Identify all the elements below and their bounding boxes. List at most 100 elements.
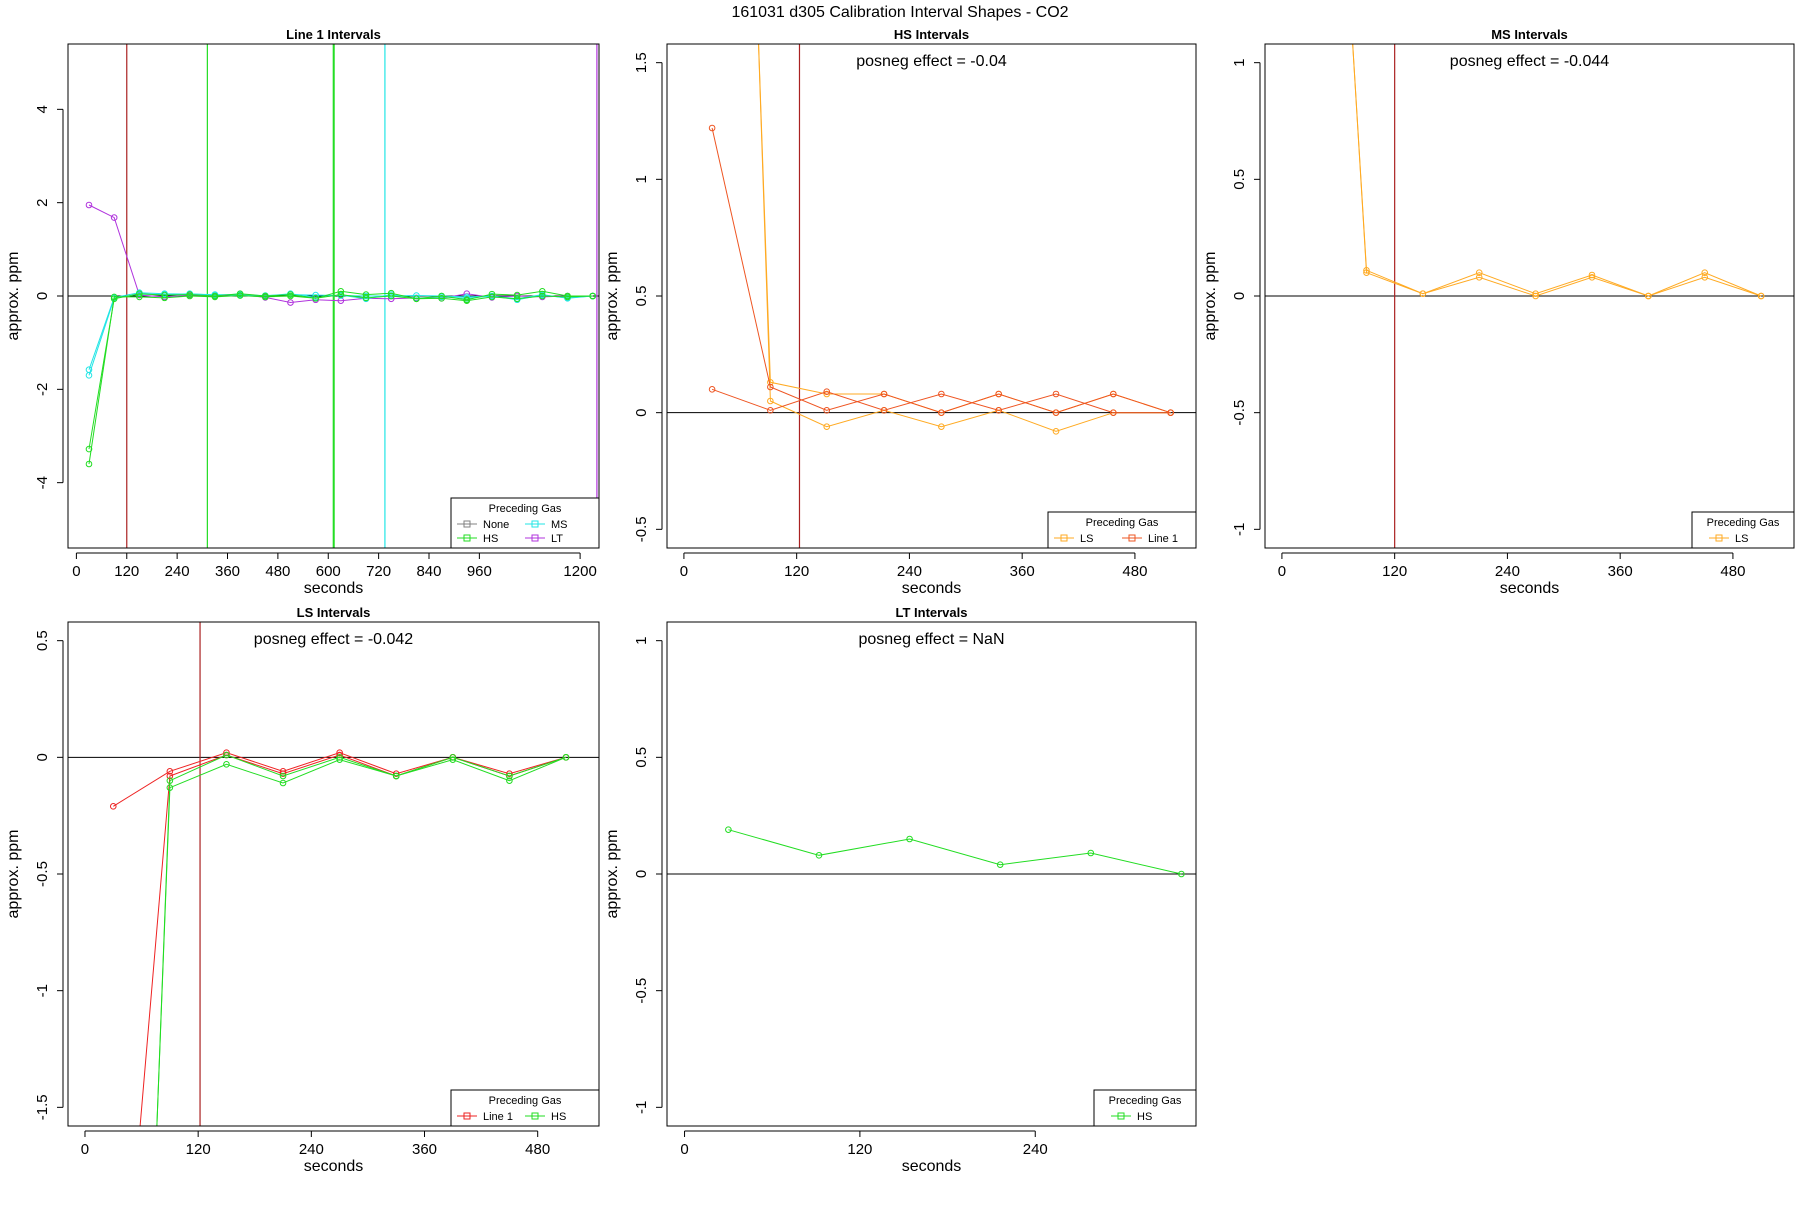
data-point (166, 772, 174, 780)
y-tick-label: 0 (1231, 292, 1248, 300)
series-hs (85, 291, 597, 468)
chart-title: Line 1 Intervals (286, 27, 381, 42)
legend-label: LS (1735, 533, 1748, 545)
y-tick-label: -1.5 (34, 1094, 51, 1120)
data-point (938, 390, 945, 398)
figure-title: 161031 d305 Calibration Interval Shapes … (731, 4, 1068, 21)
plot-frame (666, 43, 1197, 549)
series-line (88, 290, 593, 450)
y-tick-label: 1 (633, 636, 650, 644)
y-axis-label: approx. ppm (604, 830, 621, 919)
y-tick-label: 0.5 (633, 747, 650, 768)
series-line (88, 294, 593, 465)
data-point (725, 826, 732, 833)
data-point (110, 295, 118, 303)
data-point (1475, 274, 1483, 281)
x-tick-label: 360 (1608, 563, 1633, 580)
legend-title: Preceding Gas (489, 503, 562, 515)
y-tick-label: 0 (34, 292, 51, 300)
y-tick-label: 1.5 (633, 52, 650, 73)
series-hs (156, 754, 570, 1126)
plot-frame (67, 621, 600, 1127)
x-tick-label: 840 (416, 563, 441, 580)
y-tick-label: 0 (633, 408, 650, 416)
legend-label: Line 1 (1148, 533, 1178, 545)
data-point (1052, 390, 1060, 398)
series-line (156, 756, 567, 1126)
plot-frame (1264, 43, 1795, 549)
series-ls (1352, 44, 1765, 300)
series-hs (156, 751, 570, 1126)
data-point (85, 460, 93, 468)
data-point (236, 290, 244, 297)
chart-title: HS Intervals (894, 27, 969, 42)
series-line (728, 829, 1182, 875)
data-point (186, 292, 194, 300)
series-line-1 (139, 751, 570, 1126)
y-tick-label: 0 (633, 870, 650, 878)
series-hs (85, 288, 597, 453)
x-tick-label: 480 (265, 563, 290, 580)
legend-label: LT (551, 533, 563, 545)
legend-label: HS (551, 1111, 566, 1123)
legend-swatch-marker (531, 1112, 539, 1120)
x-tick-label: 240 (897, 563, 922, 580)
legend-swatch-marker (463, 1112, 471, 1120)
y-axis-label: approx. ppm (5, 252, 22, 341)
legend-title: Preceding Gas (1086, 517, 1159, 529)
legend-label: LS (1080, 533, 1093, 545)
data-point (236, 292, 244, 299)
y-tick-label: 1 (1231, 58, 1248, 66)
legend-swatch-marker (463, 520, 471, 528)
data-point (85, 372, 93, 379)
y-tick-label: -0.5 (1231, 400, 1248, 426)
y-tick-label: 0.5 (1231, 169, 1248, 190)
x-tick-label: 480 (1122, 563, 1147, 580)
legend-swatch-marker (1060, 534, 1068, 542)
y-tick-label: 1 (633, 175, 650, 183)
x-tick-label: 120 (114, 563, 139, 580)
data-point (1645, 292, 1652, 300)
data-point (312, 295, 319, 302)
data-point (223, 761, 230, 768)
data-point (223, 751, 230, 759)
data-point (506, 777, 513, 784)
data-point (211, 293, 219, 301)
data-point (337, 291, 345, 298)
data-point (767, 383, 774, 391)
data-point (166, 768, 174, 775)
series-line (88, 292, 593, 370)
x-tick-label: 480 (1720, 563, 1745, 580)
data-point (110, 293, 118, 301)
data-point (1110, 390, 1117, 398)
x-tick-label: 0 (680, 1141, 688, 1158)
x-tick-label: 720 (366, 563, 391, 580)
data-point (1052, 409, 1060, 416)
legend-label: HS (1137, 1111, 1152, 1123)
y-axis-label: approx. ppm (604, 252, 621, 341)
x-tick-label: 600 (316, 563, 341, 580)
data-point (261, 293, 269, 301)
series-line (1352, 44, 1762, 297)
data-point (539, 292, 546, 300)
data-point (513, 291, 521, 299)
series-line (88, 204, 593, 304)
data-point (823, 388, 831, 395)
data-point (1087, 849, 1095, 857)
series-line (711, 388, 1171, 414)
legend-box (1691, 511, 1795, 549)
y-tick-label: 0.5 (633, 286, 650, 307)
legend-swatch-marker (1128, 534, 1136, 542)
series-line-1 (708, 386, 1174, 416)
legend: Preceding Gas LS (1691, 511, 1795, 549)
x-tick-label: 240 (299, 1141, 324, 1158)
data-point (136, 293, 143, 301)
x-tick-label: 0 (72, 563, 80, 580)
y-tick-label: -0.5 (633, 516, 650, 542)
x-axis-label: seconds (304, 1158, 364, 1175)
plot-area (68, 44, 599, 548)
data-point (539, 288, 546, 295)
